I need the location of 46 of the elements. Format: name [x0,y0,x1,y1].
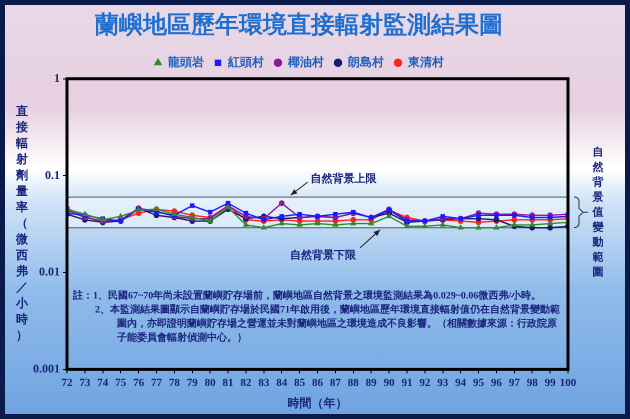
chart-title: 蘭嶼地區歷年環境直接輻射監測結果圖 [94,12,503,39]
y-tick-label: 1 [54,70,60,85]
x-tick-label: 79 [186,376,198,389]
x-tick-label: 78 [168,376,180,389]
x-tick-label: 90 [384,376,396,389]
ref-line-label: 自然背景下限 [290,248,358,262]
y-tick-label: 0.01 [39,264,60,279]
x-axis-title: 時間（年） [288,396,348,410]
x-tick-label: 97 [508,376,520,389]
x-tick-label: 72 [62,376,73,389]
x-tick-label: 91 [401,376,412,389]
x-tick-label: 88 [348,376,360,389]
x-tick-label: 98 [526,376,538,389]
text: 直接輻射劑量率（微西弗／小時） [16,104,28,342]
x-tick-label: 73 [79,376,91,389]
x-tick-label: 74 [97,376,109,389]
x-tick-label: 99 [544,376,556,389]
x-tick-label: 86 [312,376,324,389]
annotation: 2、本監測結果圖顯示自蘭嶼貯存場於民國71年啟用後，蘭嶼地區歷年環境直接輻射值仍在自然背景變動範圍內，亦即證明蘭嶼貯存場之營運並未對蘭嶼地區之環境造成不良影響。（相關數據來源：行政院原子能委員會輻射偵測中心。） [95,304,560,344]
x-tick-label: 75 [115,376,127,389]
x-tick-label: 80 [204,376,216,389]
x-tick-label: 95 [473,376,485,389]
x-tick-label: 83 [258,376,270,389]
legend-label: 龍頭岩 [167,54,204,69]
x-tick-label: 87 [330,376,342,389]
legend-label: 東清村 [407,54,444,69]
legend-label: 紅頭村 [227,54,264,69]
legend-label: 椰油村 [287,54,324,69]
x-tick-label: 94 [455,376,467,389]
x-tick-label: 85 [294,376,306,389]
x-tick-label: 82 [240,376,252,389]
x-tick-label: 77 [150,376,162,389]
legend-label: 朗島村 [348,54,384,69]
y-tick-label: 0.001 [33,361,60,376]
annotation: 註：1、民國67~70年尚未設置蘭嶼貯存場前，蘭嶼地區自然背景之環境監測結果為0.029~0.06微西弗/小時。 [72,290,542,302]
x-tick-label: 100 [560,376,577,389]
x-tick-label: 81 [222,376,234,389]
text: 自然背景值變動範圍 [592,146,604,278]
x-tick-label: 96 [490,376,502,389]
x-tick-label: 89 [366,376,378,389]
ref-line-label: 自然背景上限 [310,172,378,185]
x-tick-label: 92 [419,376,431,389]
x-tick-label: 93 [437,376,449,389]
x-tick-label: 84 [276,376,288,389]
x-tick-label: 76 [133,376,145,389]
y-tick-label: 0.1 [45,168,60,182]
